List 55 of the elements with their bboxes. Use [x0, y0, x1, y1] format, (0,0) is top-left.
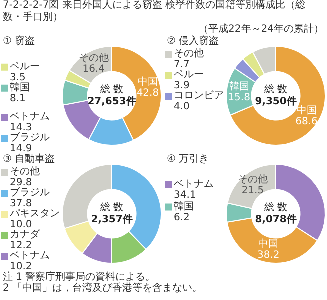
data-label: 12.2 — [10, 240, 32, 252]
data-label: 34.1 — [174, 190, 196, 201]
text: （平成22年～24年の累計） — [198, 24, 324, 36]
data-label: 68.6 — [296, 116, 318, 128]
data-label: 10.0 — [10, 220, 32, 231]
chart-title: ③ 自動車盗 — [3, 154, 56, 166]
text: 2,357件 — [91, 214, 133, 226]
data-label: 42.8 — [136, 88, 160, 99]
slice-label: その他 — [78, 52, 109, 64]
text: 27,653件 — [88, 96, 136, 108]
chart-title: ② 侵入窃盗 — [167, 36, 220, 48]
text: 2 「中国」は，台湾及び香港等を含まない。 — [3, 283, 204, 294]
legend-label: ブラジル — [10, 132, 50, 144]
data-label: 14.9 — [10, 144, 32, 155]
legend-label: ベトナム — [174, 178, 214, 190]
data-label: 7.7 — [174, 60, 190, 71]
data-label: 16.4 — [82, 64, 105, 76]
legend-label: 韓国 — [174, 200, 194, 212]
legend-label: ブラジル — [10, 186, 50, 199]
legend-label: カナダ — [10, 228, 41, 241]
slice-label: その他 — [238, 173, 268, 186]
legend-label: ベトナム — [10, 112, 50, 123]
data-label: 38.2 — [258, 250, 280, 262]
text: 総 数 — [99, 84, 124, 96]
data-label: 3.9 — [174, 80, 190, 92]
data-label: 37.8 — [10, 198, 32, 210]
data-label: 6.2 — [174, 212, 190, 224]
data-label: 29.8 — [10, 178, 32, 189]
data-label: 8.1 — [10, 93, 26, 104]
text: 総 数 — [99, 202, 124, 214]
data-label: 14.3 — [10, 122, 32, 134]
data-label: 21.5 — [242, 185, 264, 196]
legend-label: ペルー — [174, 70, 204, 81]
chart-title: ④ 万引き — [167, 154, 210, 166]
chart-title: ① 窃盗 — [3, 36, 36, 48]
legend-label: ペルー — [10, 61, 40, 72]
slice-label: 韓国 — [229, 80, 250, 93]
legend-label: ベトナム — [10, 250, 50, 262]
legend-label: コロンビア — [174, 90, 224, 102]
legend-label: その他 — [10, 166, 40, 178]
data-label: 10.2 — [10, 262, 32, 273]
legend-label: 韓国 — [10, 81, 30, 94]
text: 総 数 — [263, 84, 288, 96]
legend-label: その他 — [174, 48, 204, 60]
text: 総 数 — [263, 202, 288, 214]
slice-label: 中国 — [138, 76, 158, 88]
data-label: 3.5 — [10, 72, 26, 84]
data-label: 4.0 — [174, 102, 190, 113]
text: 8,078件 — [255, 214, 297, 226]
data-label: 15.8 — [228, 92, 250, 104]
slice-label: 中国 — [258, 238, 279, 250]
text: 注 1 警察庁刑事局の資料による。 — [3, 272, 156, 283]
legend-label: パキスタン — [9, 208, 60, 220]
text: 9,350件 — [255, 96, 297, 108]
slice-label: 中国 — [296, 104, 317, 116]
